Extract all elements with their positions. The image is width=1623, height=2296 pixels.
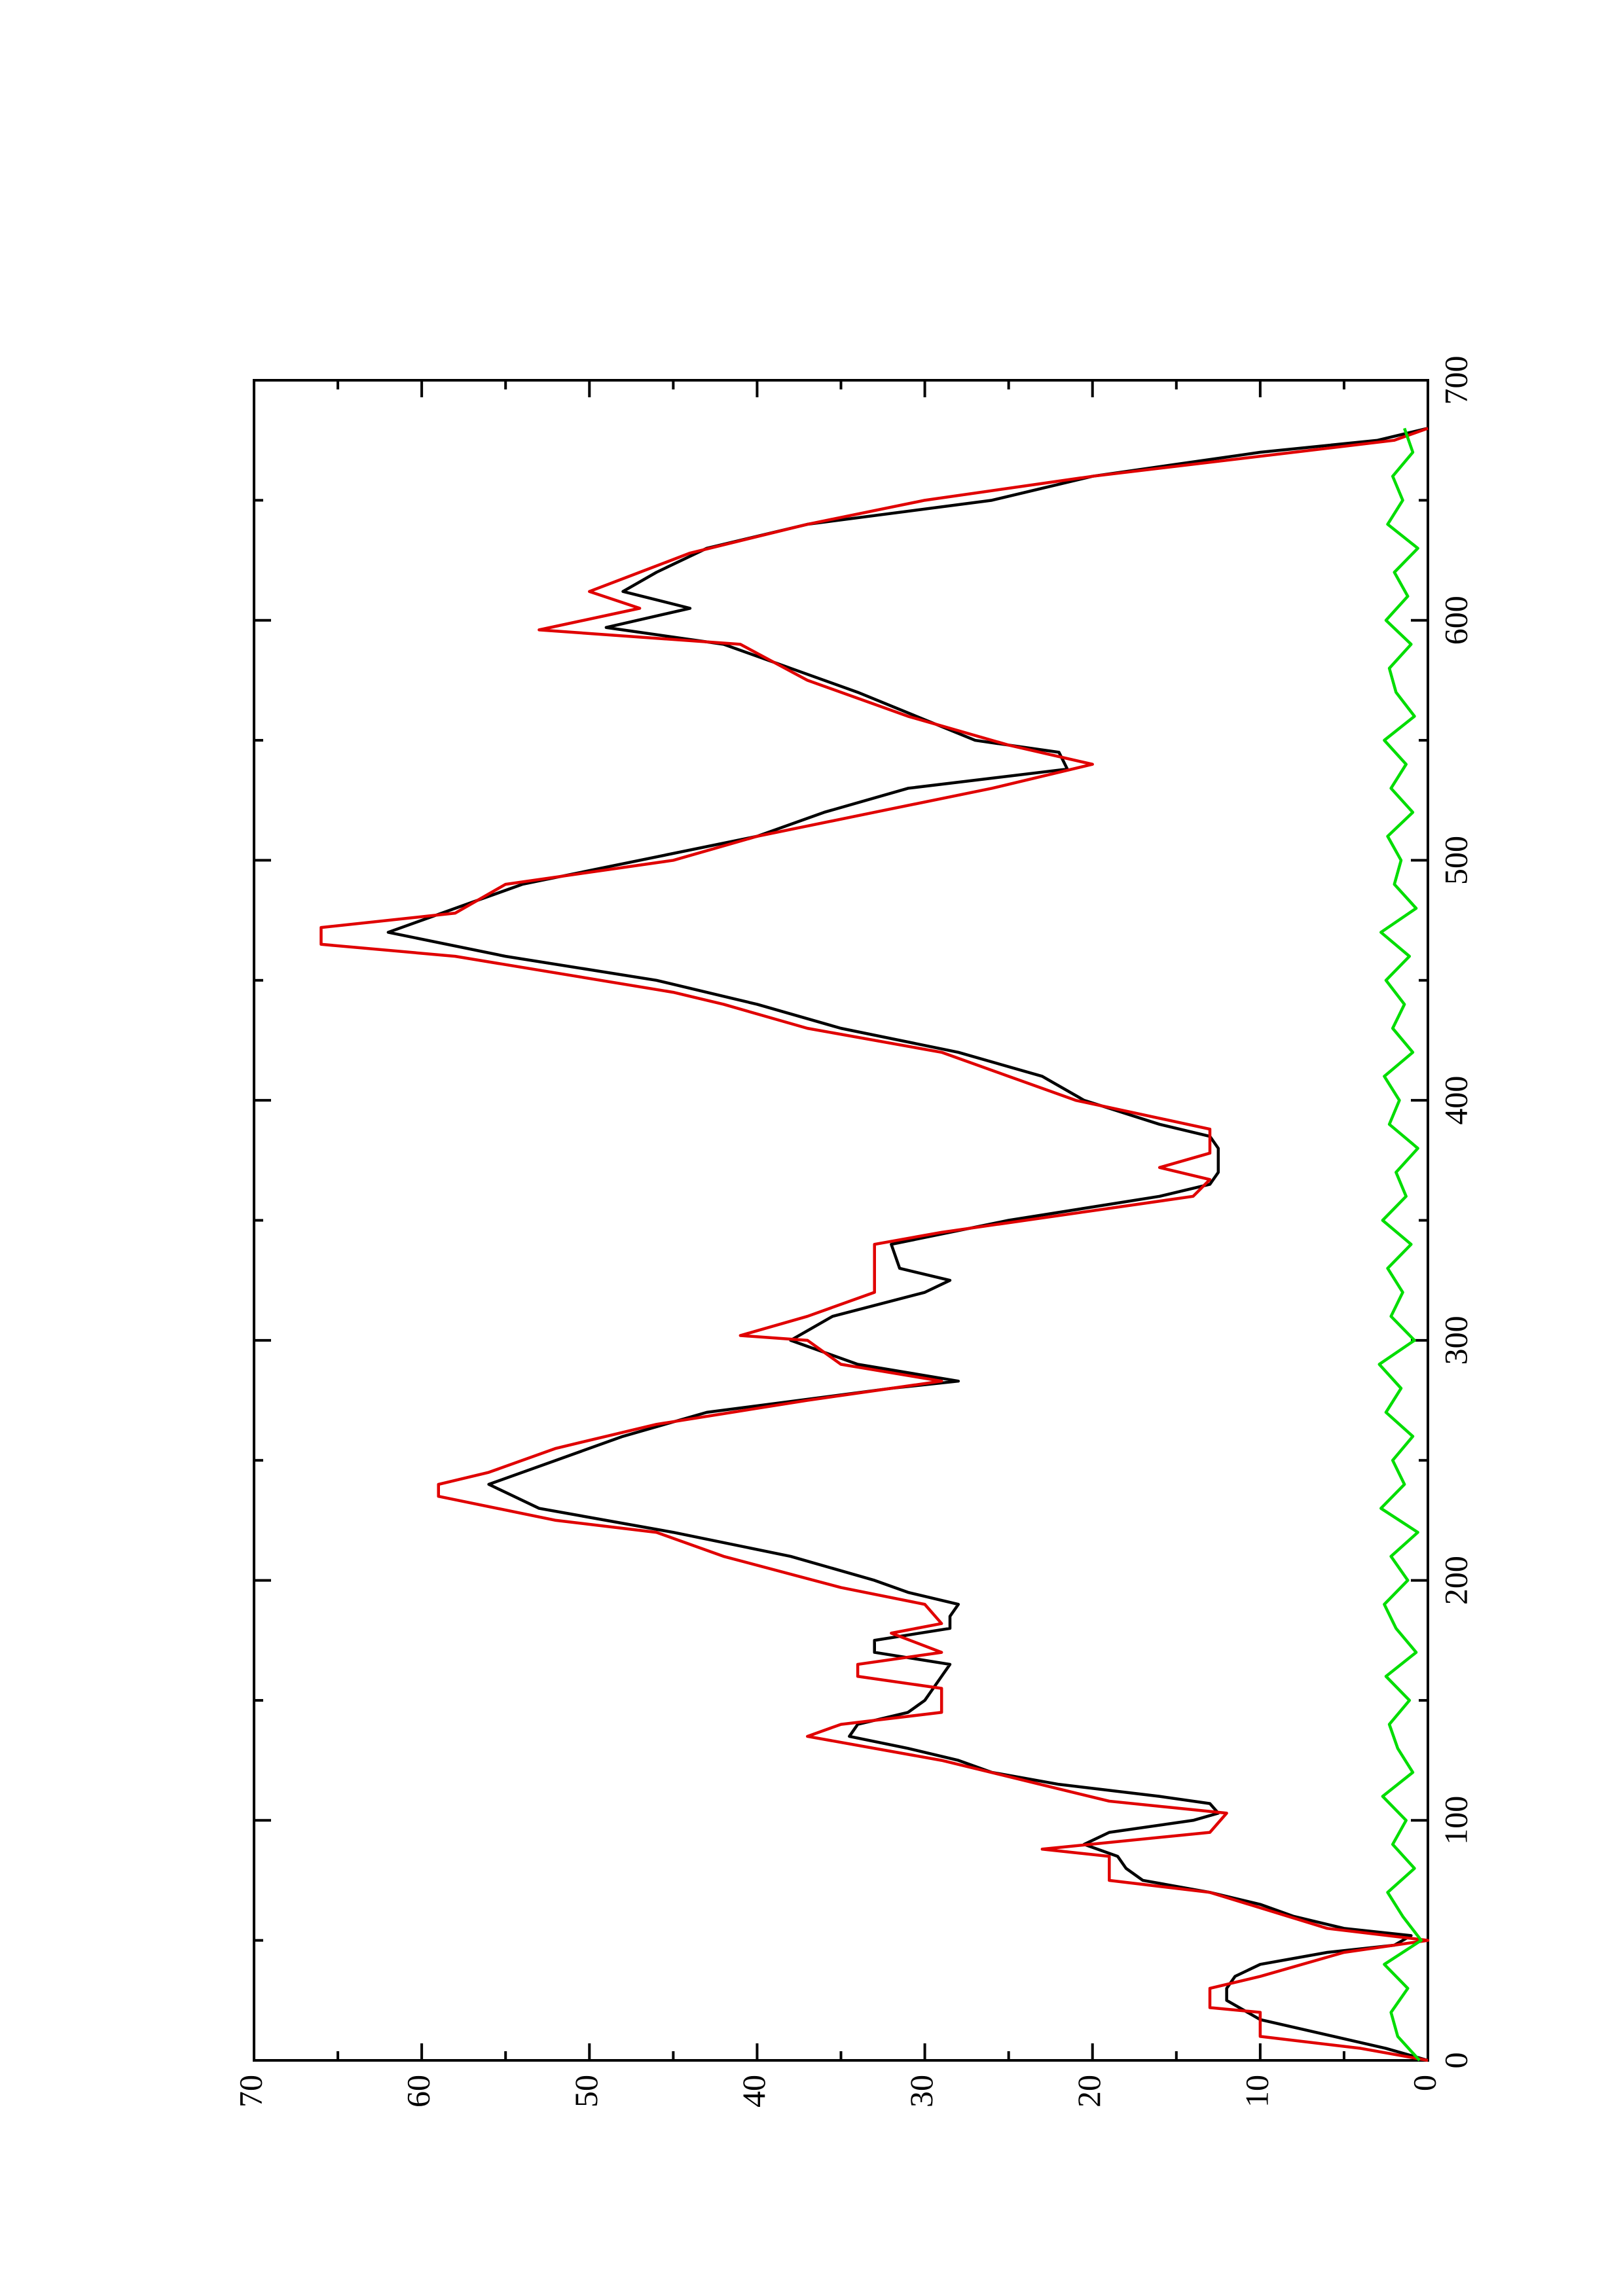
y-tick-label: 0 [1406, 2075, 1442, 2091]
x-tick-label: 500 [1437, 836, 1474, 885]
y-tick-label: 40 [735, 2075, 772, 2108]
data-line [319, 427, 1430, 2062]
plot-area: 0 100 200 300 400 500 600 700 0 10 20 30 40 50 60 70 [232, 356, 1474, 2108]
x-tick-label: 200 [1437, 1556, 1474, 1605]
x-tick-label: 400 [1437, 1076, 1474, 1125]
y-tick-label: 20 [1070, 2075, 1107, 2108]
y-tick-label: 50 [568, 2075, 604, 2108]
y-tick-label: 30 [903, 2075, 939, 2108]
x-tick-label: 100 [1437, 1796, 1474, 1845]
y-tick-label: 70 [232, 2075, 268, 2108]
y-tick-label: 60 [400, 2075, 437, 2108]
y-tick-label: 10 [1238, 2075, 1275, 2108]
x-tick-label: 700 [1437, 356, 1474, 405]
x-tick-label: 600 [1437, 596, 1474, 645]
data-line [1377, 427, 1423, 2062]
x-tick-label: 0 [1437, 2053, 1474, 2069]
x-tick-label: 300 [1437, 1316, 1474, 1365]
